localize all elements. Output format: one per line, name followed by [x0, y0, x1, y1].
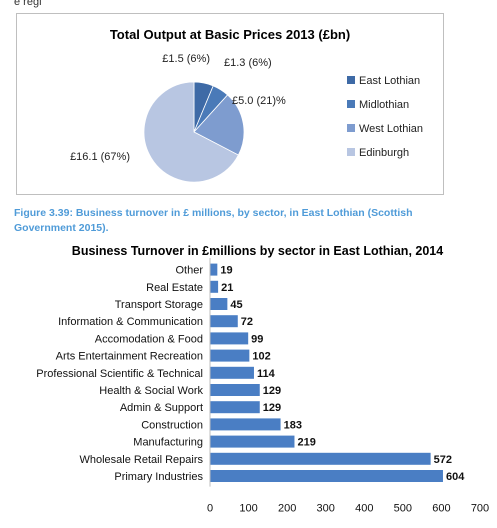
bar-category-label-12: Primary Industries [114, 471, 203, 483]
x-tick-label-5: 500 [394, 503, 412, 515]
x-tick-label-3: 300 [317, 503, 335, 515]
bar-value-label-0: 19 [220, 265, 232, 277]
x-tick-label-2: 200 [278, 503, 296, 515]
bar-chart-title: Business Turnover in £millions by sector… [71, 244, 444, 258]
bar-1 [210, 280, 219, 293]
x-tick-label-1: 100 [239, 503, 257, 515]
bar-3 [210, 315, 238, 328]
pie-slice-3 [143, 81, 239, 183]
bar-value-label-12: 604 [446, 471, 465, 483]
bar-category-label-6: Professional Scientific & Technical [36, 368, 203, 380]
bar-category-label-7: Health & Social Work [99, 385, 203, 397]
x-tick-label-7: 700 [471, 503, 489, 515]
bar-category-label-3: Information & Communication [58, 316, 203, 328]
legend-label-3: Edinburgh [359, 147, 409, 159]
bar-category-label-1: Real Estate [146, 282, 203, 294]
bar-value-label-10: 219 [297, 437, 315, 449]
figure-caption: Figure 3.39: Business turnover in £ mill… [14, 207, 413, 234]
bar-category-label-5: Arts Entertainment Recreation [56, 351, 203, 363]
legend-swatch-1 [347, 100, 355, 108]
bar-value-label-3: 72 [241, 316, 253, 328]
pie-slice-label-1: £1.3 (6%) [224, 57, 272, 69]
pie-slice-label-0: £1.5 (6%) [162, 53, 210, 65]
bar-5 [210, 349, 250, 362]
legend-swatch-0 [347, 76, 355, 84]
legend-label-1: Midlothian [359, 99, 409, 111]
legend-swatch-3 [347, 148, 355, 156]
top-text-fragment: e regi [14, 0, 42, 8]
x-tick-label-6: 600 [432, 503, 450, 515]
pie-slice-label-2: £5.0 (21)% [232, 95, 286, 107]
bar-category-label-10: Manufacturing [133, 437, 203, 449]
bar-7 [210, 384, 260, 396]
pie-chart-panel: Total Output at Basic Prices 2013 (£bn) … [16, 13, 444, 195]
bar-6 [210, 366, 254, 379]
pie-chart: £1.5 (6%) East Lothian £1.3 (6%) Midlothian… [70, 53, 423, 183]
bar-0 [210, 263, 218, 276]
bar-category-label-4: Accomodation & Food [95, 333, 203, 345]
bar-category-label-0: Other [175, 265, 203, 277]
bar-value-label-11: 572 [434, 454, 452, 466]
legend-label-0: East Lothian [359, 75, 420, 87]
pie-slice-label-3: £16.1 (67%) [70, 151, 130, 163]
bar-value-label-7: 129 [263, 385, 281, 397]
bar-9 [210, 418, 281, 431]
bar-12 [210, 470, 443, 482]
bar-category-label-9: Construction [141, 419, 203, 431]
legend-label-2: West Lothian [359, 123, 423, 135]
x-tick-label-4: 400 [355, 503, 373, 515]
x-tick-label-0: 0 [207, 503, 213, 515]
bar-value-label-5: 102 [252, 351, 270, 363]
bar-value-label-2: 45 [230, 299, 242, 311]
bar-value-label-6: 114 [257, 368, 276, 380]
bar-4 [210, 332, 249, 345]
bar-10 [210, 435, 295, 448]
bar-value-label-1: 21 [221, 282, 233, 294]
bar-category-label-8: Admin & Support [120, 402, 203, 414]
legend-swatch-2 [347, 124, 355, 132]
bar-value-label-4: 99 [251, 333, 263, 345]
bar-value-label-9: 183 [284, 419, 302, 431]
bar-category-label-11: Wholesale Retail Repairs [80, 454, 204, 466]
bar-value-label-8: 129 [263, 402, 281, 414]
bar-8 [210, 401, 260, 414]
bar-11 [210, 452, 431, 465]
bar-2 [210, 298, 228, 310]
bar-category-label-2: Transport Storage [115, 299, 203, 311]
bar-chart: Other 19 Real Estate 21 Transport Storage 45 I… [36, 258, 489, 515]
pie-chart-title: Total Output at Basic Prices 2013 (£bn) [109, 27, 351, 42]
pie-slice-2 [193, 94, 245, 156]
